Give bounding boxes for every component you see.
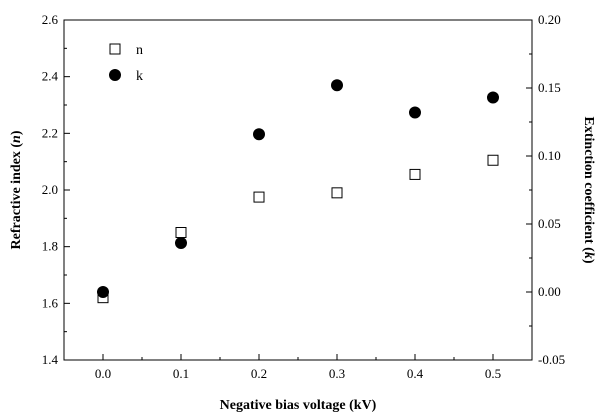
legend-marker-n [109, 43, 121, 55]
y-left-tick-label: 2.4 [42, 69, 59, 84]
y-right-tick-label: 0.00 [538, 284, 561, 299]
x-tick-label: 0.5 [485, 366, 501, 381]
y-left-tick-label: 1.4 [42, 352, 59, 367]
data-marks [97, 79, 499, 304]
legend-marker-k [109, 69, 121, 81]
y-left-tick-label: 2.6 [42, 12, 59, 27]
data-point-n [253, 191, 265, 203]
data-point-n [175, 227, 187, 238]
x-axis-title: Negative bias voltage (kV) [220, 398, 377, 412]
x-tick-label: 0.0 [95, 366, 111, 381]
y-left-tick-label: 2.2 [42, 125, 58, 140]
data-point-k [409, 106, 421, 119]
y-right-tick-label: 0.10 [538, 148, 561, 163]
x-tick-label: 0.2 [251, 366, 267, 381]
y-left-tick-label: 1.6 [42, 295, 59, 310]
y-left-tick-label: 2.0 [42, 182, 58, 197]
y-right-tick-label: 0.05 [538, 216, 561, 231]
y-right-tick-label: -0.05 [538, 352, 565, 367]
y-axis-left-title: Refractive index (n) [9, 130, 24, 249]
data-point-k [175, 237, 187, 250]
data-point-n [331, 187, 343, 199]
plot-area-frame [63, 19, 533, 361]
data-point-k [487, 91, 499, 104]
y-right-tick-label: 0.15 [538, 80, 561, 95]
data-point-k [97, 286, 109, 298]
legend: n k [109, 43, 143, 84]
data-point-n [409, 168, 421, 180]
x-tick-label: 0.1 [173, 366, 189, 381]
x-tick-label: 0.3 [329, 366, 345, 381]
axis-tick-labels: 0.0 0.1 0.2 0.3 0.4 0.5 1.4 1.6 1.8 2.0 2.2 2.4 2.6 -… [42, 12, 565, 381]
data-point-k [331, 79, 343, 92]
legend-label-k: k [136, 69, 143, 84]
x-tick-label: 0.4 [407, 366, 424, 381]
legend-label-n: n [136, 43, 143, 58]
data-point-n [487, 154, 499, 166]
data-point-k [253, 128, 265, 141]
y-right-tick-label: 0.20 [538, 12, 561, 27]
y-axis-right-title: Extinction coefficient (k) [581, 117, 596, 264]
axis-ticks [64, 19, 532, 361]
y-left-tick-label: 1.8 [42, 239, 58, 254]
